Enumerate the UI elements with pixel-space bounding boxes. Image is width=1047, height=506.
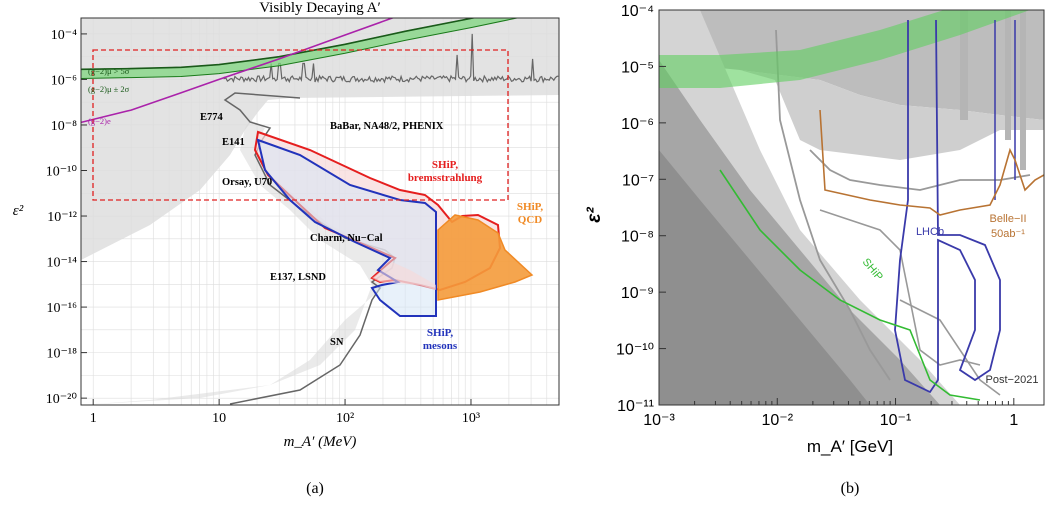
panel-b: 10⁻³ 10⁻² 10⁻¹ 1 10⁻⁴ 10⁻⁵ 10⁻⁶ 10⁻⁷ 10⁻⁸ 10⁻⁹ 10⁻… [584,3,1045,497]
panel-a-g2-muon-5sigma-line [81,18,477,71]
panel-b-ytick-label: 10⁻¹⁰ [616,342,654,359]
panel-b-ytick-label: 10⁻⁷ [622,172,654,189]
panel-b-ytick-label: 10⁻⁶ [621,116,654,133]
panel-a-xtick-label: 10 [212,411,226,426]
panel-a-ytick-label: 10⁻⁶ [51,73,77,88]
panel-b-lhcb-spikes [994,20,1016,200]
panel-b-ylabel: ε² [584,207,605,223]
panel-b-xtick-label: 10⁻³ [643,412,675,429]
panel-a-ytick-label: 10⁻¹⁸ [47,347,78,362]
panel-b-ytick-label: 10⁻⁴ [621,3,654,20]
panel-b-spike-2 [1005,10,1011,140]
panel-a-ytick-label: 10⁻⁴ [51,28,77,43]
panel-b-projection-curve-2 [809,149,1031,191]
label-belle-2: 50ab⁻¹ [991,228,1025,240]
panel-a-ticks: 1 10 10² 10³ 10⁻⁴ 10⁻⁶ 10⁻⁸ 10⁻¹⁰ 10⁻¹² 10⁻¹⁴ 10⁻¹… [46,28,480,426]
label-g2mu-2sigma: (g−2)μ ± 2σ [88,84,130,94]
panel-b-upper-excluded-2 [659,60,1044,160]
label-ship-brems-1: SHiP, [432,159,458,171]
panel-a-ytick-label: 10⁻²⁰ [46,392,78,407]
panel-b-ticks: 10⁻³ 10⁻² 10⁻¹ 1 10⁻⁴ 10⁻⁵ 10⁻⁶ 10⁻⁷ 10⁻⁸ 10⁻⁹ 10⁻… [616,3,1018,429]
panel-b-spike-1 [960,10,968,120]
panel-b-xtick-label: 10⁻² [761,412,793,429]
panel-a-ytick-label: 10⁻¹⁴ [47,256,78,271]
panel-b-projection-curve-3 [819,209,981,366]
label-ship-qcd-1: SHiP, [517,201,543,213]
label-charm: Charm, Nu−Cal [310,233,383,244]
panel-b-ytick-label: 10⁻¹¹ [617,398,654,415]
panel-a-xtick-label: 10³ [462,411,480,426]
panel-a-ship-qcd [437,214,534,301]
label-ship-brems-2: bremsstrahlung [408,172,483,184]
label-ship-mesons-1: SHiP, [427,327,453,339]
panel-a-frame [80,17,560,406]
label-orsay: Orsay, U70 [222,177,272,188]
panel-a-ytick-label: 10⁻⁸ [51,119,77,134]
panel-a: Visibly Decaying A′ [13,0,560,497]
label-babar: BaBar, NA48/2, PHENIX [330,121,444,132]
panel-b-beam-dump-band-dark [659,150,870,405]
label-e774: E774 [200,112,224,123]
panel-b-ytick-label: 10⁻⁹ [621,285,654,302]
label-e141: E141 [222,137,245,148]
panel-b-ship-line [719,169,981,401]
label-g2mu-5sigma: (g−2)μ > 5σ [88,66,130,76]
panel-a-ytick-label: 10⁻¹⁶ [47,301,78,316]
panel-a-xtick-label: 10² [336,411,354,426]
panel-a-overlap-patch [372,262,436,290]
panel-a-allowed-region [81,95,559,405]
label-g2e: (g−2)e [88,116,111,126]
panel-b-ytick-label: 10⁻⁸ [621,229,654,246]
panel-b-xlabel: m_A′ [GeV] [807,437,893,456]
panel-b-xtick-label: 1 [1009,412,1018,429]
label-e137: E137, LSND [270,272,326,283]
panel-a-xtick-label: 1 [90,411,97,426]
panel-b-g2-band [659,10,1030,88]
label-ship-mesons-2: mesons [423,340,458,352]
label-post-2021: Post−2021 [986,374,1039,386]
label-lhcb: LHCb [916,226,944,238]
panel-a-caption: (a) [306,480,324,497]
panel-a-title: Visibly Decaying A′ [259,0,381,16]
panel-a-g2-electron-line [81,18,395,124]
panel-b-xtick-label: 10⁻¹ [880,412,912,429]
panel-a-ytick-label: 10⁻¹² [47,210,77,225]
panel-b-belle-curve [819,109,1044,216]
label-ship-qcd-2: QCD [518,214,543,226]
panel-a-dashed-box [92,49,509,201]
label-sn: SN [330,337,344,348]
panel-a-ytick-label: 10⁻¹⁰ [46,165,78,180]
panel-b-ytick-label: 10⁻⁵ [621,59,654,76]
panel-b-projection-curve-1 [775,29,891,381]
panel-b-projection-curve-4 [899,299,1001,396]
label-belle-1: Belle−II [990,213,1027,225]
panel-b-caption: (b) [841,480,860,497]
panel-a-ylabel: ε² [13,203,24,219]
panel-a-xlabel: m_A′ (MeV) [284,434,357,450]
panel-b-spike-3 [1020,10,1026,170]
panel-b-frame [658,9,1045,406]
panel-b-lhcb-curve [894,19,1001,394]
